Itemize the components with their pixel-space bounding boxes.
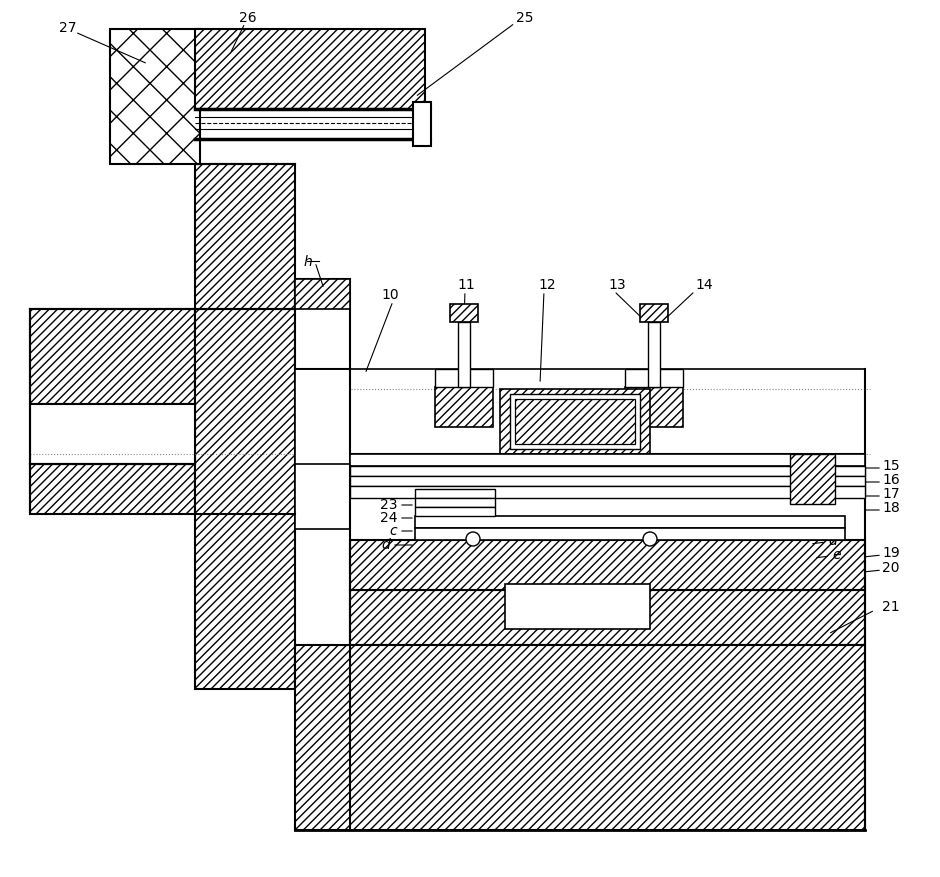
Text: 14: 14 bbox=[696, 278, 713, 292]
Bar bbox=[415, 517, 845, 529]
Bar bbox=[458, 323, 470, 388]
Bar bbox=[415, 489, 495, 498]
Text: 17: 17 bbox=[882, 487, 900, 501]
Text: 21: 21 bbox=[882, 599, 900, 613]
Bar bbox=[350, 454, 865, 495]
Text: 10: 10 bbox=[382, 288, 399, 302]
Bar bbox=[505, 584, 650, 630]
Text: e: e bbox=[832, 547, 840, 561]
Bar bbox=[640, 304, 668, 323]
Bar bbox=[350, 454, 865, 467]
Text: d: d bbox=[828, 533, 837, 547]
Bar bbox=[350, 467, 865, 476]
Bar bbox=[30, 404, 195, 465]
Text: 18: 18 bbox=[882, 501, 900, 515]
Bar bbox=[625, 388, 683, 427]
Text: 22: 22 bbox=[380, 486, 397, 499]
Text: c: c bbox=[389, 524, 397, 538]
Text: h: h bbox=[304, 254, 312, 268]
Text: 25: 25 bbox=[516, 11, 534, 25]
Bar bbox=[500, 389, 650, 454]
Bar bbox=[110, 30, 200, 165]
Bar bbox=[195, 30, 425, 110]
Text: 24: 24 bbox=[380, 510, 397, 524]
Text: 23: 23 bbox=[380, 497, 397, 511]
Bar bbox=[648, 323, 660, 388]
Bar bbox=[350, 487, 865, 498]
Circle shape bbox=[643, 532, 657, 546]
Text: d: d bbox=[382, 538, 390, 552]
Bar bbox=[295, 369, 350, 530]
Bar bbox=[350, 476, 865, 487]
Bar bbox=[415, 498, 495, 508]
Bar bbox=[515, 400, 635, 445]
Bar bbox=[295, 645, 865, 830]
Bar bbox=[30, 310, 195, 404]
Bar bbox=[415, 529, 845, 540]
Bar bbox=[30, 465, 195, 515]
Bar bbox=[435, 369, 493, 388]
Bar bbox=[415, 508, 495, 517]
Bar bbox=[350, 369, 865, 465]
Text: 20: 20 bbox=[882, 560, 900, 574]
Text: 27: 27 bbox=[59, 21, 77, 35]
Text: 13: 13 bbox=[608, 278, 626, 292]
Bar bbox=[350, 590, 865, 645]
Text: 16: 16 bbox=[882, 473, 900, 487]
Bar bbox=[790, 454, 835, 504]
Circle shape bbox=[466, 532, 480, 546]
Bar bbox=[413, 103, 431, 146]
Bar bbox=[295, 280, 350, 310]
Text: 26: 26 bbox=[239, 11, 257, 25]
Bar bbox=[350, 540, 865, 590]
Text: c: c bbox=[818, 519, 825, 533]
Bar bbox=[195, 165, 295, 360]
Bar bbox=[435, 388, 493, 427]
Bar bbox=[510, 395, 640, 450]
Text: 15: 15 bbox=[882, 459, 900, 473]
Text: 11: 11 bbox=[457, 278, 475, 292]
Text: 12: 12 bbox=[539, 278, 556, 292]
Bar bbox=[625, 369, 683, 388]
Text: 19: 19 bbox=[882, 545, 900, 560]
Bar bbox=[195, 310, 295, 689]
Bar bbox=[295, 280, 350, 369]
Bar bbox=[450, 304, 478, 323]
